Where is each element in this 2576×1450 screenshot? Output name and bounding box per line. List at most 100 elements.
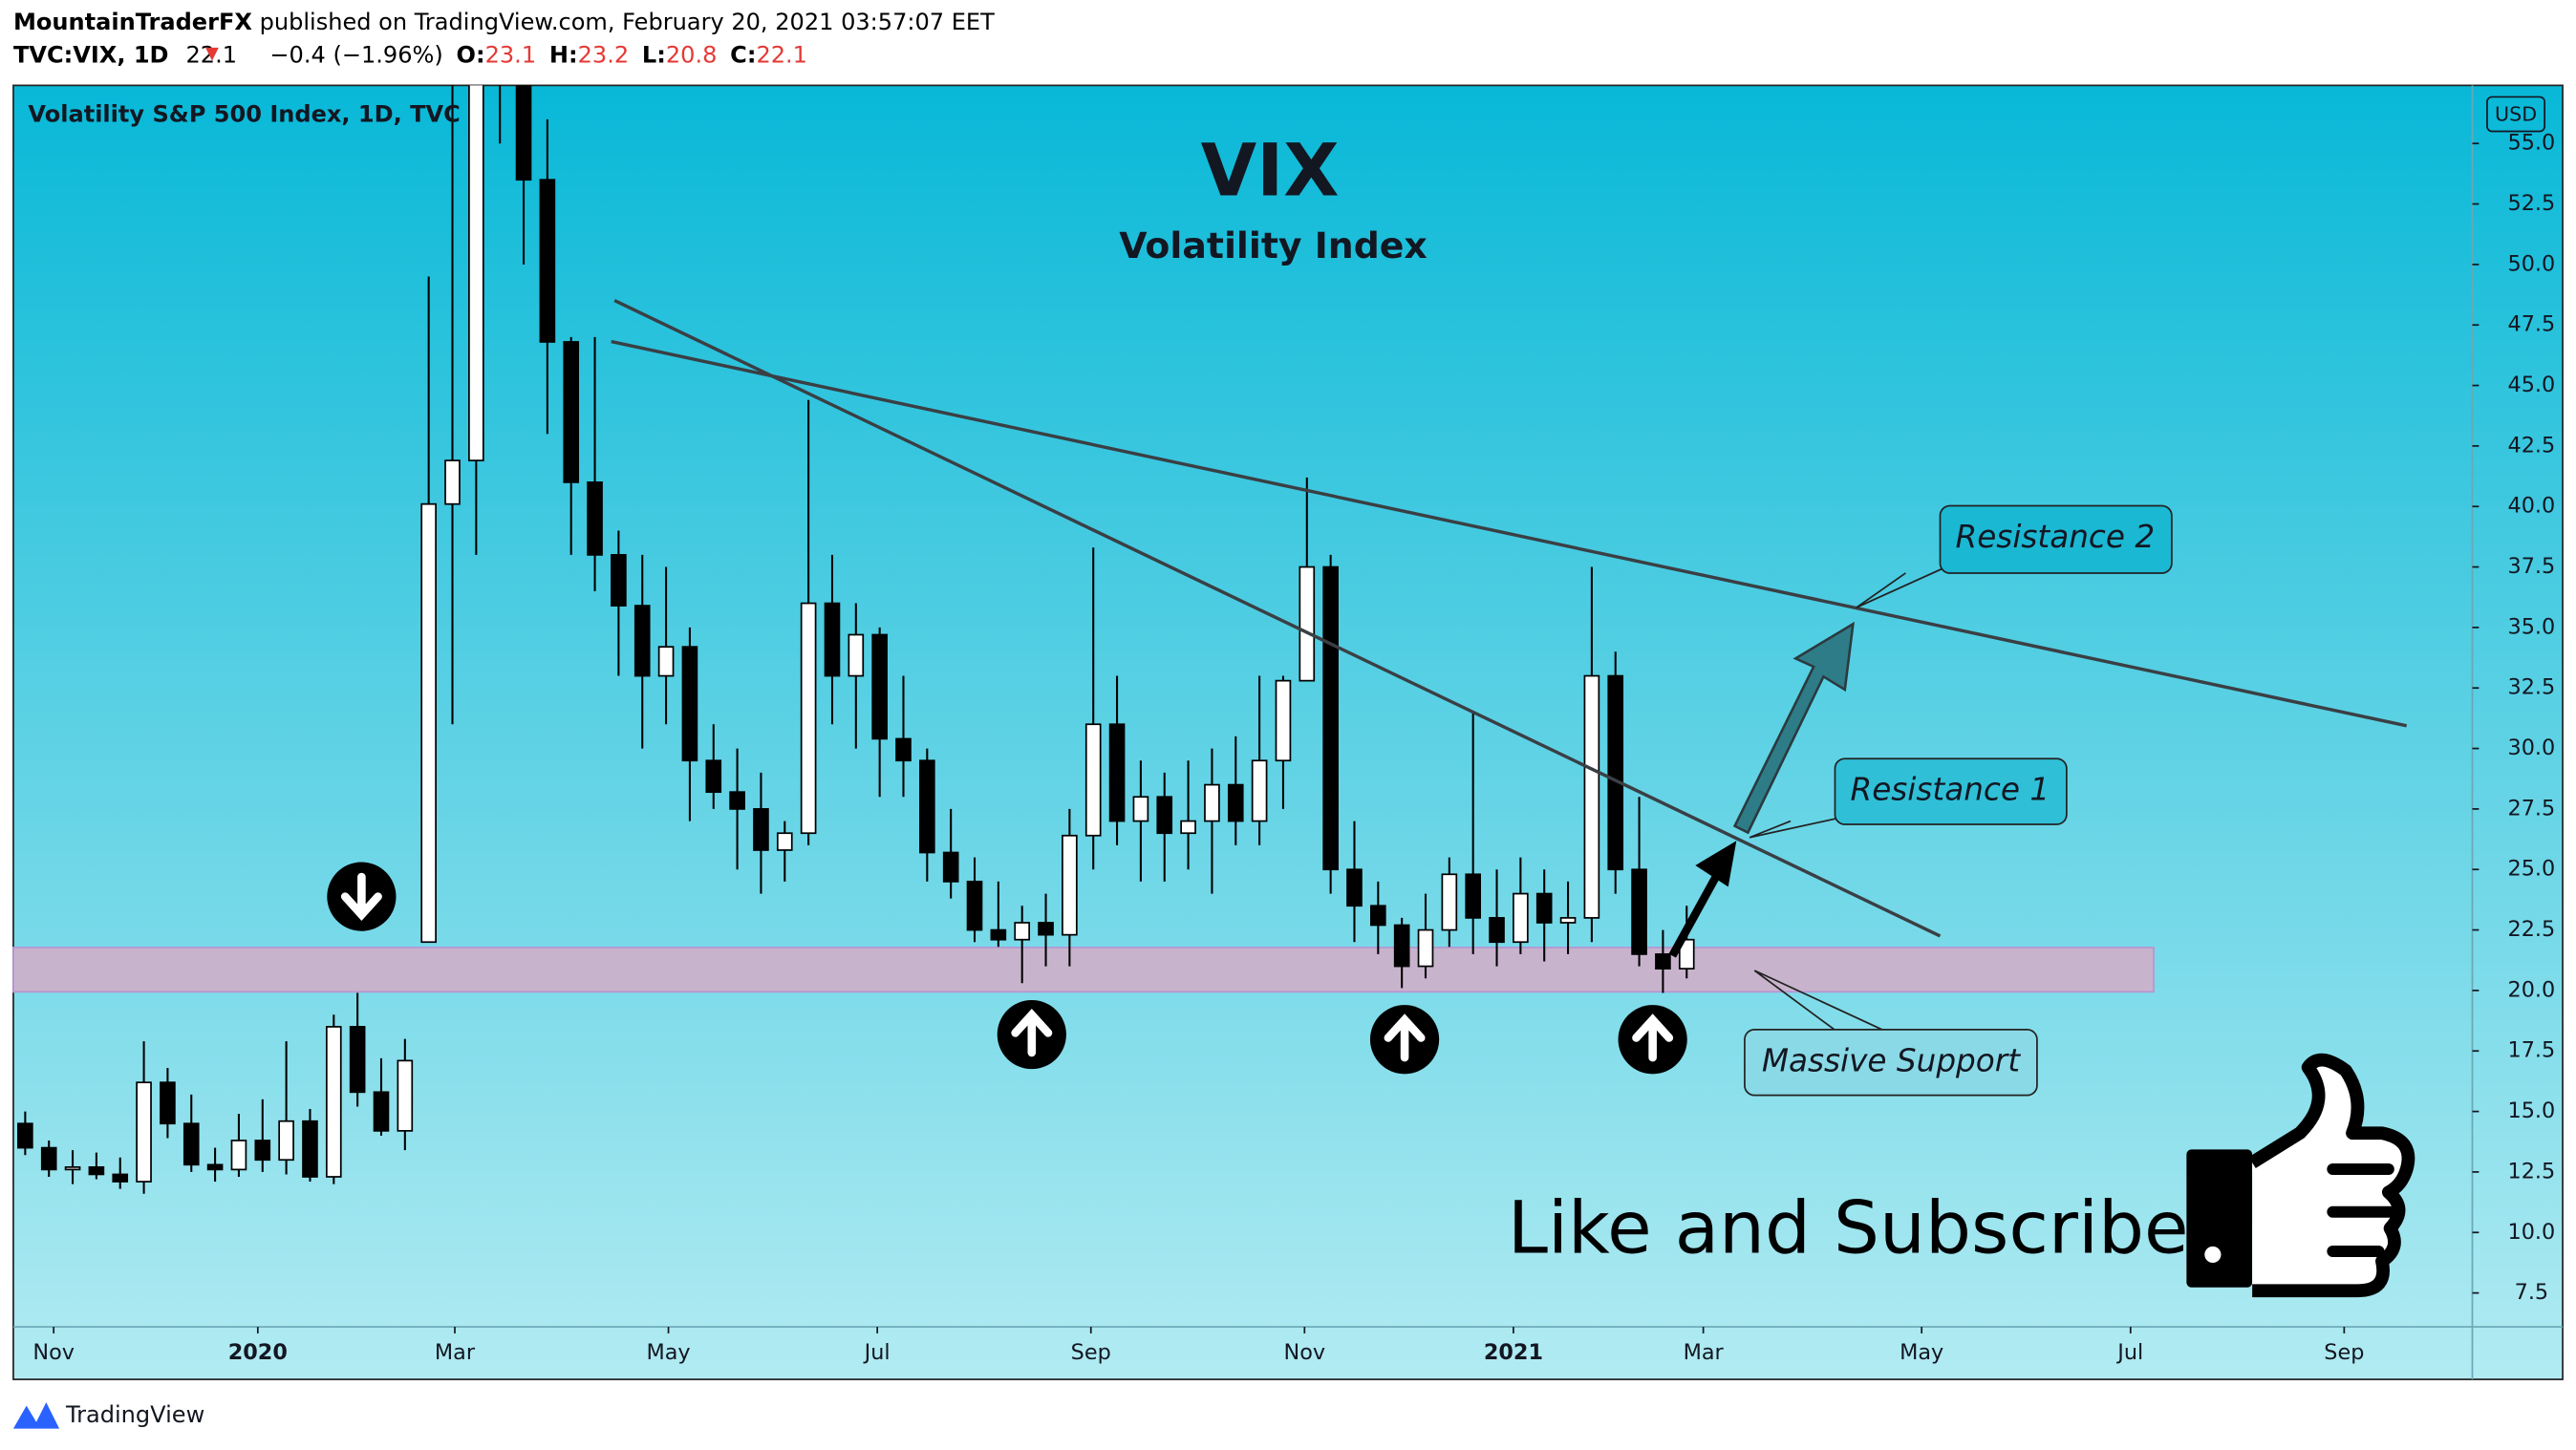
candle-body [397, 1059, 414, 1132]
candle-body [278, 1119, 294, 1162]
candle-body [563, 341, 580, 483]
candle-body [64, 1165, 81, 1171]
candle-body [1465, 873, 1481, 919]
candle-body [753, 808, 769, 851]
ohlc-value: 23.1 [485, 41, 537, 68]
publish-line: MountainTraderFX published on TradingVie… [13, 9, 995, 35]
candle-body [160, 1081, 176, 1125]
chart-subtitle: Volatility Index [1119, 224, 1428, 267]
annotation: Resistance 2 [1956, 519, 2156, 555]
callout-box [1744, 1029, 2038, 1097]
symbol-line: TVC:VIX, 1D 22.1 −0.4 (−1.96%) O:23.1 H:23.… [13, 41, 807, 68]
candle-body [776, 832, 793, 851]
callout-pointer [1856, 567, 1944, 608]
candle-body [17, 1122, 33, 1149]
candle-body [824, 602, 841, 677]
y-tick-label: 30.0 [2508, 736, 2556, 760]
x-tick-label: Nov [1284, 1340, 1326, 1365]
candle-body [1014, 922, 1031, 941]
y-tick-label: 37.5 [2508, 554, 2556, 579]
candle-body [1583, 674, 1600, 919]
candle-body [40, 1146, 57, 1171]
y-tick-label: 17.5 [2508, 1038, 2556, 1063]
candle-body [373, 1091, 390, 1132]
candle-body [1156, 796, 1173, 835]
candle-body [871, 633, 888, 740]
candle-body [1227, 783, 1244, 822]
candle-body [1132, 796, 1149, 822]
candle-body [848, 633, 865, 677]
candle-body [325, 1026, 342, 1178]
x-tick-label: Mar [435, 1340, 476, 1365]
candle-body [1417, 928, 1434, 968]
candle-body [1559, 917, 1577, 924]
x-tick-label: Mar [1684, 1340, 1725, 1365]
arrow [1668, 873, 1721, 958]
currency-box [2486, 96, 2546, 133]
candle-body [966, 881, 983, 931]
candle-body [705, 759, 722, 794]
y-tick-label: 42.5 [2508, 433, 2556, 458]
candle-body [88, 1165, 105, 1176]
candle-body [919, 759, 935, 854]
ohlc-value: 22.1 [756, 41, 807, 68]
publisher: MountainTraderFX [13, 9, 252, 35]
up-marker [1369, 1005, 1440, 1075]
y-tick-label: 7.5 [2515, 1280, 2549, 1305]
candle-body [1631, 868, 1647, 955]
y-tick-label: 27.5 [2508, 796, 2556, 821]
big-arrow [1732, 621, 1855, 835]
annotation: Massive Support [1762, 1042, 2021, 1078]
callout-box [1939, 504, 2173, 574]
x-tick-label: May [646, 1340, 690, 1365]
candle-body [1370, 905, 1386, 927]
y-tick-label: 50.0 [2508, 251, 2556, 276]
ohlc-label: L: [642, 41, 666, 68]
change: −0.4 (−1.96%) [269, 41, 442, 68]
footer: TradingView [65, 1401, 204, 1428]
candle-body [1062, 834, 1078, 936]
callout-pointer [1749, 817, 1840, 839]
symbol: TVC:VIX, 1D [13, 41, 169, 68]
candle-body [1535, 892, 1553, 924]
callout-box [1834, 757, 2068, 825]
candle-body [302, 1119, 318, 1178]
candle-body [1251, 759, 1268, 822]
ohlc-label: C: [730, 41, 756, 68]
arrow-head [1695, 841, 1737, 887]
x-tick-label: Sep [2324, 1340, 2364, 1365]
x-tick-label: May [1900, 1340, 1943, 1365]
candle-body [112, 1173, 129, 1183]
candle-body [1275, 679, 1292, 762]
ohlc-value: 23.2 [578, 41, 630, 68]
ohlc-label: O: [457, 41, 485, 68]
x-tick-label: 2021 [1484, 1340, 1543, 1365]
candle-body [1299, 565, 1316, 682]
candle-body [1204, 783, 1220, 822]
candle-body [1108, 723, 1126, 822]
candle-body [611, 554, 627, 607]
candle-body [468, 85, 484, 461]
candle-body [990, 928, 1007, 941]
candle-body [420, 502, 437, 944]
y-tick-label: 45.0 [2508, 373, 2556, 397]
candles [17, 85, 1695, 1194]
candle-body [1322, 565, 1339, 871]
y-tick-label: 12.5 [2508, 1159, 2556, 1183]
candle-body [182, 1122, 200, 1166]
candle-body [895, 737, 912, 762]
y-tick-label: 22.5 [2508, 917, 2556, 942]
candle-body [444, 459, 461, 505]
candle-body [729, 791, 745, 810]
candle-body [1393, 924, 1410, 968]
published: published on TradingView.com, February 2… [260, 9, 996, 35]
y-tick-label: 35.0 [2508, 614, 2556, 639]
candle-body [1084, 723, 1102, 837]
currency: USD [2495, 102, 2537, 125]
candle-body [349, 1026, 366, 1094]
candle-body [1607, 674, 1624, 871]
candle-body [1513, 892, 1529, 944]
candle-body [206, 1163, 224, 1171]
